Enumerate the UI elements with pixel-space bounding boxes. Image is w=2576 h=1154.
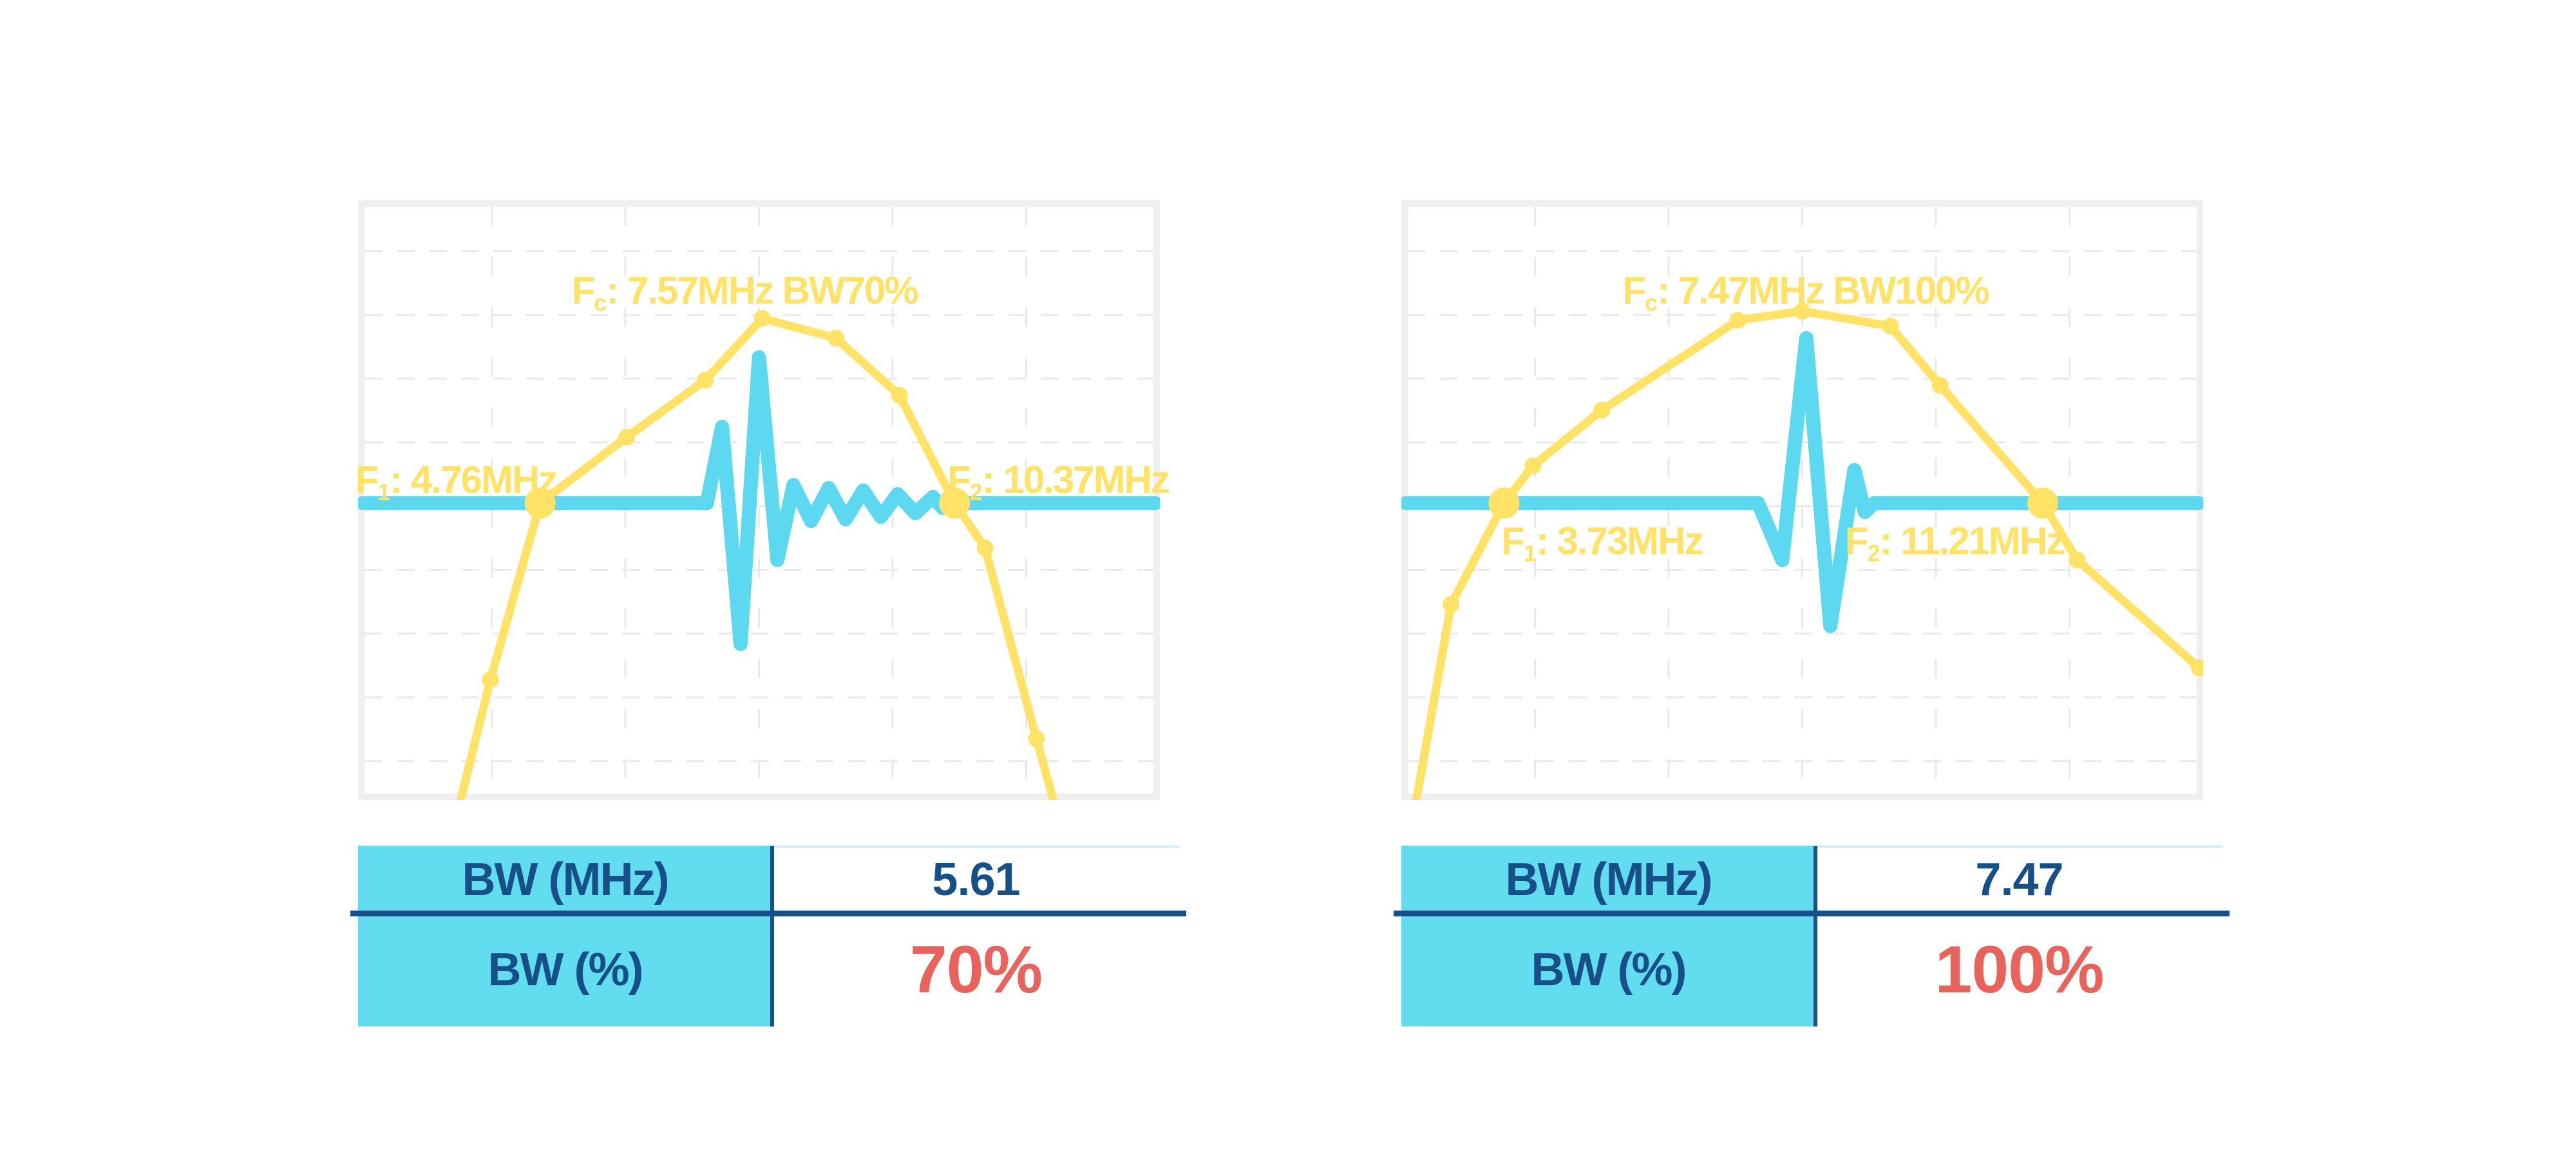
spectrum-point-marker: [482, 671, 499, 688]
spectrum-point-marker: [1524, 457, 1542, 475]
spectrum-point-marker: [2069, 551, 2086, 569]
bw-mhz-label-cell: BW (MHz): [358, 846, 772, 913]
spectrum-point-marker: [976, 539, 994, 556]
bw-pct-label-cell: BW (%): [358, 913, 772, 1026]
bw-mhz-value-cell: 7.47: [1815, 846, 2223, 913]
bw-mhz-label: BW (MHz): [1505, 854, 1713, 905]
frequency-crossing-marker: [1488, 487, 1520, 519]
spectrum-point-marker: [1593, 401, 1611, 419]
bandwidth-table-100pct: BW (MHz) 7.47 BW (%) 100%: [1394, 845, 2230, 1026]
bw-mhz-label-cell: BW (MHz): [1401, 846, 1815, 913]
bw-pct-label-cell: BW (%): [1401, 913, 1815, 1026]
spectrum-point-marker: [1443, 596, 1460, 613]
spectrum-point-marker: [1794, 303, 1811, 320]
bw-pct-value-cell: 70%: [772, 913, 1180, 1026]
chart-canvas-100pct: [1401, 200, 2203, 800]
table-row-divider: [350, 911, 1186, 916]
pulse-waveform: [1401, 331, 2203, 633]
spectrum-curve: [456, 314, 1058, 800]
bw-mhz-value: 7.47: [1975, 854, 2063, 905]
spectrum-point-marker: [618, 428, 636, 446]
frequency-crossing-marker: [524, 487, 556, 519]
spectrum-point-marker: [697, 372, 714, 389]
table-row: BW (MHz) 5.61: [358, 846, 1180, 913]
table-column-divider: [1814, 846, 1817, 1026]
bw-mhz-value: 5.61: [932, 854, 1020, 905]
table-row: BW (%) 100%: [1401, 913, 2223, 1026]
bw-pct-value: 70%: [909, 932, 1043, 1007]
spectrum-point-marker: [1882, 317, 1899, 335]
bw-pct-value: 100%: [1935, 932, 2105, 1007]
bw-pct-value-cell: 100%: [1815, 913, 2223, 1026]
table-column-divider: [770, 846, 774, 1026]
table-row: BW (%) 70%: [358, 913, 1180, 1026]
bandwidth-table-70pct: BW (MHz) 5.61 BW (%) 70%: [350, 845, 1186, 1026]
spectrum-point-marker: [2190, 659, 2203, 677]
spectrum-plot-100pct: Fc: 7.47MHz BW100% F1: 3.73MHz F2: 11.21MH…: [1401, 200, 2203, 800]
frequency-crossing-marker: [2027, 487, 2058, 519]
spectrum-point-marker: [753, 310, 771, 327]
chart-canvas-70pct: [358, 200, 1160, 800]
bw-mhz-value-cell: 5.61: [772, 846, 1180, 913]
pulse-waveform: [358, 350, 1160, 651]
bw-mhz-label: BW (MHz): [462, 854, 670, 905]
bw-pct-label: BW (%): [1531, 944, 1687, 996]
frequency-crossing-marker: [939, 487, 971, 519]
spectrum-point-marker: [1931, 377, 1949, 394]
bw-pct-label: BW (%): [488, 944, 644, 996]
spectrum-plot-70pct: Fc: 7.57MHz BW70% F1: 4.76MHz F2: 10.37MHz: [355, 200, 1170, 800]
spectrum-point-marker: [828, 330, 845, 347]
table-row-divider: [1394, 911, 2230, 916]
spectrum-point-marker: [1028, 730, 1045, 748]
spectrum-point-marker: [1729, 312, 1747, 329]
spectrum-point-marker: [891, 386, 908, 404]
table-row: BW (MHz) 7.47: [1401, 846, 2223, 913]
